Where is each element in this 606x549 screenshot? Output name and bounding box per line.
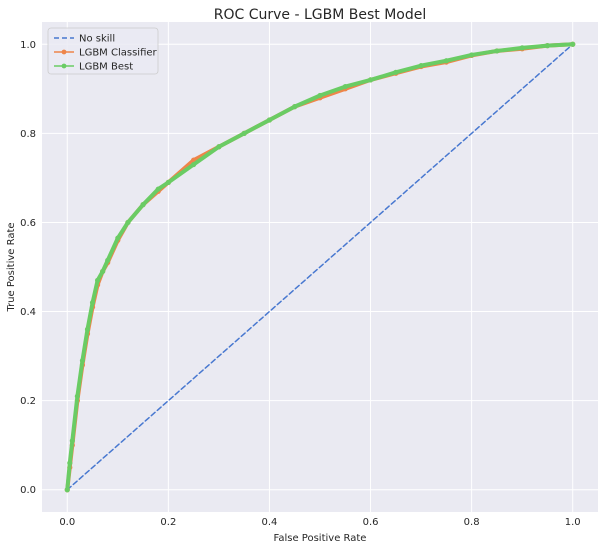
series-point (67, 460, 73, 466)
series-point (105, 257, 111, 263)
series-point (570, 41, 576, 47)
grid-lines (42, 22, 598, 512)
series-point (64, 487, 70, 493)
series-point (292, 104, 298, 110)
x-tick-label: 0.8 (464, 517, 480, 528)
y-tick-label: 0.2 (20, 396, 36, 407)
series-point (155, 186, 161, 192)
series-point (125, 219, 131, 226)
x-tick-label: 0.6 (363, 517, 379, 528)
series-point (79, 357, 86, 364)
series-point (69, 438, 75, 444)
y-tick-label: 0.0 (20, 485, 36, 496)
series-point (95, 277, 101, 283)
series-point (115, 235, 121, 241)
x-tick-label: 0.2 (160, 517, 176, 528)
y-axis-label: True Positive Rate (6, 222, 17, 312)
series-point (241, 130, 247, 136)
series-point (317, 92, 323, 99)
tick-labels: 0.0 0.2 0.4 0.6 0.8 1.0 0.0 0.2 0.4 0.6 0.8 1.0 (20, 40, 581, 528)
series-point (494, 48, 500, 54)
series-point (191, 161, 197, 168)
legend-frame (47, 27, 159, 75)
series-point (74, 393, 80, 399)
legend-label: No skill (79, 34, 115, 45)
series-point (266, 117, 273, 123)
series-point (393, 69, 399, 75)
series-point (342, 83, 348, 90)
series-layer (64, 41, 576, 493)
legend-swatch-marker (61, 49, 67, 55)
y-tick-label: 0.4 (20, 307, 36, 318)
series-point (519, 45, 525, 51)
y-tick-label: 0.6 (20, 218, 36, 229)
series-point (418, 63, 424, 69)
series-point (140, 202, 146, 208)
series-point (443, 58, 449, 64)
series-point (100, 268, 106, 275)
y-tick-label: 1.0 (20, 40, 36, 51)
series-point (89, 300, 96, 306)
series-point (216, 144, 222, 150)
series-point (367, 77, 374, 83)
legend-label: LGBM Best (79, 62, 133, 73)
legend-swatch-marker (61, 63, 67, 69)
x-axis-label: False Positive Rate (274, 533, 367, 544)
series-point (469, 52, 475, 58)
series-point (84, 326, 91, 332)
chart-title: ROC Curve - LGBM Best Model (214, 7, 427, 23)
y-tick-label: 0.8 (20, 129, 36, 140)
series-point (544, 43, 551, 49)
legend: No skill LGBM Classifier LGBM Best (47, 27, 159, 75)
series-line-0 (66, 43, 574, 491)
x-tick-label: 1.0 (565, 517, 581, 528)
x-tick-label: 0.0 (59, 517, 75, 528)
series-point (165, 179, 171, 185)
legend-label: LGBM Classifier (79, 48, 158, 59)
x-tick-label: 0.4 (262, 517, 278, 528)
